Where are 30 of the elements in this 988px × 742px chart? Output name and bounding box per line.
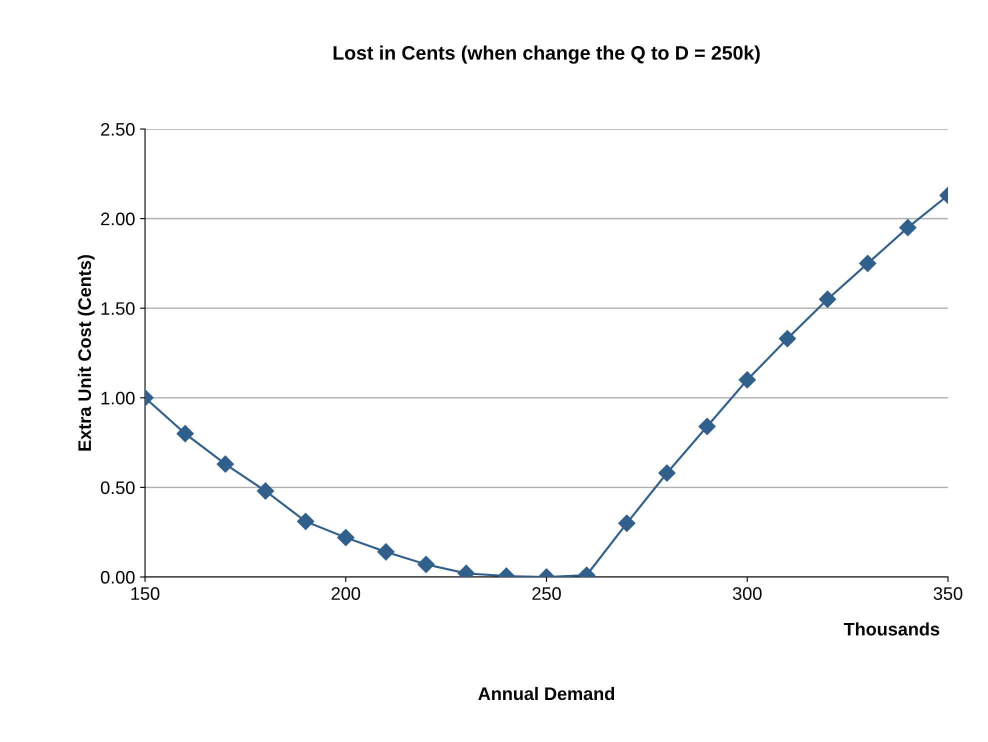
point (658, 464, 676, 482)
x-tick-label: 300 (732, 587, 762, 600)
point (778, 330, 796, 348)
point (698, 418, 716, 436)
y-tick-label: 1.50 (102, 302, 135, 315)
y-tick-label: 0.00 (100, 570, 135, 584)
point (297, 512, 314, 530)
point (899, 219, 916, 236)
y-tick-label: 0.50 (100, 481, 135, 494)
y-tick-label: 1.00 (102, 392, 135, 405)
y-tick-label: 2.50 (101, 122, 135, 136)
x-tick-label: 350 (934, 587, 962, 600)
chart-title: Lost in Cents (when change the Q to D = 250k) (334, 46, 760, 64)
x-tick-label: 150 (131, 587, 160, 600)
x-axis-title: Annual Demand (478, 686, 614, 700)
point (818, 290, 836, 308)
point (337, 529, 354, 546)
point (176, 425, 194, 442)
point (377, 543, 394, 560)
point (738, 371, 756, 388)
x-tick-label: 250 (532, 587, 561, 600)
point (618, 514, 636, 532)
text: Thousands (844, 622, 940, 636)
point (859, 254, 876, 272)
point (216, 456, 234, 473)
y-tick-label: 2.00 (101, 212, 135, 226)
x-tick-label: 200 (332, 587, 360, 600)
point (256, 482, 274, 500)
y-axis-title: Extra Unit Cost (Cents) (78, 255, 95, 451)
point (418, 556, 435, 573)
